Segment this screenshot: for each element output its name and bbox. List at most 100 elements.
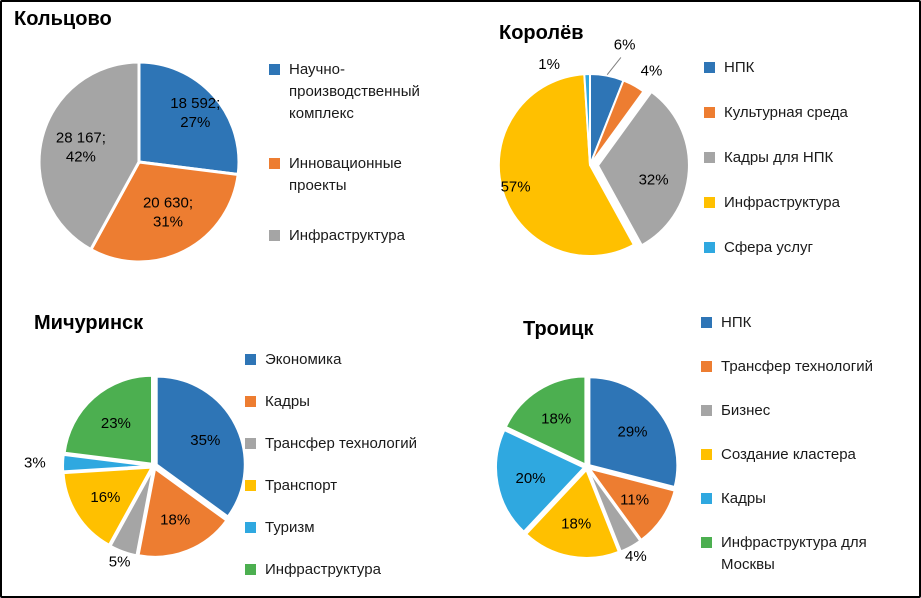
legend-item: Инфраструктура (704, 192, 914, 214)
legend-item: Кадры (245, 391, 460, 413)
pie-slice-2 (589, 79, 645, 166)
data-label: 4% (625, 548, 647, 565)
legend-swatch (701, 537, 712, 548)
pie-chart-michurinsk: 35% 18% 5% 16% 3% 23% (24, 374, 246, 571)
legend-label: Бизнес (721, 402, 771, 419)
legend-item: Кадры (701, 488, 901, 510)
legend-swatch (245, 564, 256, 575)
legend-item: Создание кластера (701, 444, 901, 466)
legend-swatch (704, 197, 715, 208)
legend-label: Инфраструктура (724, 194, 840, 211)
data-label: 28 167; 42% (56, 130, 106, 166)
pie-slice-3 (597, 90, 690, 247)
legend-label: Инфраструктура (265, 561, 381, 578)
legend-item: Трансфер технологий (245, 433, 460, 455)
legend-item: Кадры для НПК (704, 147, 914, 169)
legend-label: НПК (721, 314, 752, 331)
legend-swatch (245, 480, 256, 491)
legend-swatch (704, 242, 715, 253)
chart-title-troitsk: Троицк (523, 318, 594, 340)
pie-slice-6 (504, 375, 587, 466)
pie-slice-2 (89, 160, 240, 264)
data-label: 18% (561, 516, 591, 533)
chart-title-koltsovo: Кольцово (14, 8, 112, 30)
legend-label: Транспорт (265, 477, 338, 494)
legend-item: Инновационные проекты (269, 153, 434, 197)
pie-slice-3 (109, 467, 154, 557)
legend-michurinsk: Экономика Кадры Трансфер технологий Транспо… (245, 349, 460, 596)
data-label: 35% (190, 432, 220, 449)
legend-swatch (245, 396, 256, 407)
legend-item: Бизнес (701, 400, 901, 422)
pie-slice-2 (137, 467, 228, 558)
data-label: 20% (515, 470, 545, 487)
legend-swatch (245, 438, 256, 449)
legend-swatch (704, 152, 715, 163)
legend-label: Инфраструктура (289, 227, 405, 244)
data-label: 20 630; 31% (143, 195, 193, 231)
data-label: 18 592; 27% (170, 95, 220, 131)
pie-slice-3 (37, 60, 141, 252)
legend-swatch (701, 405, 712, 416)
data-label: 57% (501, 178, 531, 195)
legend-item: Инфраструктура для Москвы (701, 532, 901, 576)
data-label: 11% (620, 491, 649, 508)
legend-item: Научно-производственный комплекс (269, 59, 434, 125)
legend-swatch (701, 317, 712, 328)
legend-swatch (245, 354, 256, 365)
legend-label: Кадры (265, 393, 310, 410)
chart-title-korolyov: Королёв (499, 22, 584, 44)
legend-label: Трансфер технологий (265, 435, 417, 452)
legend-swatch (269, 230, 280, 241)
legend-item: НПК (701, 312, 901, 334)
legend-label: Создание кластера (721, 446, 856, 463)
legend-label: Инновационные проекты (289, 155, 402, 194)
data-label: 18% (160, 512, 190, 529)
legend-label: Сфера услуг (724, 239, 813, 256)
pie-slice-2 (588, 467, 676, 541)
legend-item: Инфраструктура (269, 225, 434, 247)
legend-item: Транспорт (245, 475, 460, 497)
legend-swatch (704, 107, 715, 118)
pie-slice-4 (497, 73, 635, 258)
data-label: 16% (90, 489, 120, 506)
legend-item: НПК (704, 57, 914, 79)
legend-label: Экономика (265, 351, 342, 368)
data-label: 6% (614, 36, 636, 53)
pie-slice-4 (62, 466, 153, 546)
data-label: 1% (538, 56, 560, 73)
data-label: 5% (109, 554, 131, 571)
pie-slice-5 (62, 453, 152, 473)
pie-slice-3 (587, 468, 642, 553)
pie-chart-korolyov: 6% 4% 32% 57% 1% (497, 36, 690, 258)
legend-swatch (245, 522, 256, 533)
legend-label: Инфраструктура для Москвы (721, 534, 867, 573)
legend-label: Трансфер технологий (721, 358, 873, 375)
data-label: 4% (641, 62, 663, 79)
legend-item: Культурная среда (704, 102, 914, 124)
legend-troitsk: НПК Трансфер технологий Бизнес Создание кла… (701, 312, 901, 596)
legend-item: Трансфер технологий (701, 356, 901, 378)
data-label: 23% (101, 415, 131, 432)
legend-label: Культурная среда (724, 104, 848, 121)
data-label: 18% (541, 410, 571, 427)
pie-slice-4 (525, 468, 620, 559)
legend-label: Туризм (265, 519, 315, 536)
data-label: 29% (617, 424, 647, 441)
legend-label: Кадры для НПК (724, 149, 834, 166)
legend-label: Научно-производственный комплекс (289, 61, 420, 122)
legend-item: Сфера услуг (704, 237, 914, 259)
legend-swatch (701, 361, 712, 372)
pie-slice-1 (137, 60, 241, 176)
label-leader-line (606, 57, 622, 76)
data-label: 32% (639, 171, 669, 188)
pie-slice-6 (63, 374, 153, 465)
legend-korolyov: НПК Культурная среда Кадры для НПК Инфрастр… (704, 57, 914, 282)
legend-label: Кадры (721, 490, 766, 507)
legend-swatch (701, 449, 712, 460)
legend-swatch (269, 158, 280, 169)
legend-item: Туризм (245, 517, 460, 539)
legend-label: НПК (724, 59, 755, 76)
legend-swatch (701, 493, 712, 504)
